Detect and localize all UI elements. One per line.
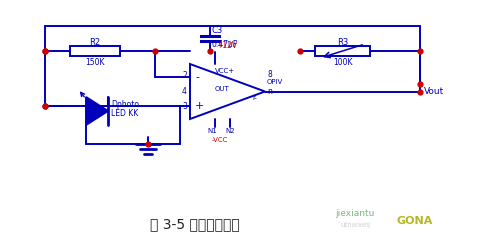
Text: 3: 3 — [182, 102, 186, 110]
Text: +: + — [195, 101, 204, 111]
Text: VCC+: VCC+ — [215, 68, 235, 74]
Polygon shape — [86, 97, 108, 125]
Text: 图 3-5 数据采集电路: 图 3-5 数据采集电路 — [150, 217, 240, 231]
Bar — [314, 46, 369, 56]
Text: C3: C3 — [212, 26, 223, 34]
Text: 8: 8 — [266, 70, 271, 79]
Text: N2: N2 — [225, 128, 234, 134]
Text: r-: r- — [252, 94, 257, 101]
Text: 0.47uF: 0.47uF — [212, 39, 238, 49]
Text: utnaixeij: utnaixeij — [339, 222, 369, 228]
Text: OUT: OUT — [215, 86, 229, 92]
Text: R3: R3 — [336, 38, 347, 47]
Text: n: n — [266, 87, 271, 96]
Text: +12V: +12V — [216, 41, 237, 50]
Text: -: - — [195, 72, 199, 82]
Text: OPIV: OPIV — [266, 78, 283, 85]
Text: N1: N1 — [207, 128, 217, 134]
Text: GONA: GONA — [396, 216, 432, 226]
Text: LED KK: LED KK — [111, 109, 138, 119]
Text: 4: 4 — [182, 87, 186, 96]
Bar — [70, 46, 120, 56]
Polygon shape — [190, 64, 264, 119]
Text: R2: R2 — [89, 38, 101, 47]
Text: 100K: 100K — [332, 58, 351, 67]
Text: 150K: 150K — [85, 58, 104, 67]
Text: Dphoto: Dphoto — [111, 99, 139, 109]
Text: -VCC: -VCC — [211, 137, 228, 143]
Text: Vout: Vout — [423, 87, 443, 96]
Text: jiexiantu: jiexiantu — [335, 210, 374, 218]
Text: 2: 2 — [182, 71, 186, 80]
